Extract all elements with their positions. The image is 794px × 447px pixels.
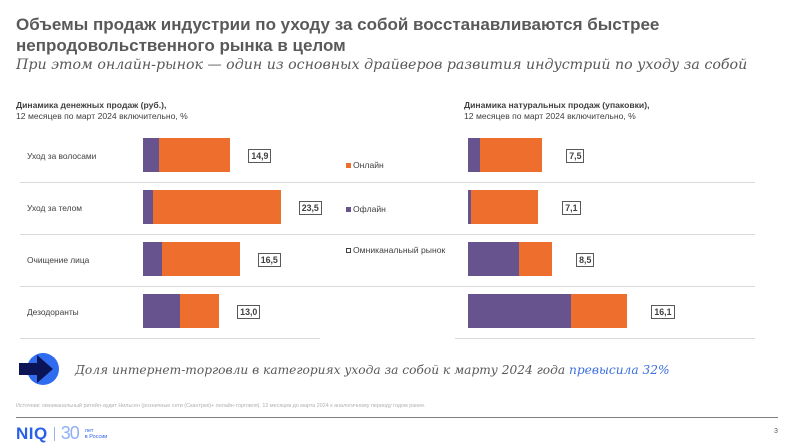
left-row-divider (20, 338, 320, 339)
footer-divider (16, 417, 778, 418)
left-bar-offline-2 (143, 242, 162, 276)
logo-sub-1: лет (84, 427, 94, 434)
left-row-divider (20, 182, 320, 183)
arrow-right-icon (19, 353, 59, 385)
right-bar-offline-3 (468, 294, 571, 328)
right-bar-offline-1 (468, 190, 471, 224)
left-bar-online-2 (161, 242, 240, 276)
left-bar-online-3 (179, 294, 220, 328)
right-bar-online-1 (470, 190, 539, 224)
left-bar-online-1 (152, 190, 281, 224)
right-bar-offline-2 (468, 242, 520, 276)
offline-swatch-icon (346, 207, 351, 212)
callout-highlight: превысила 32% (569, 363, 670, 377)
legend-online-label: Онлайн (353, 160, 384, 170)
source-note: Источник: омниканальный ритейл-аудит Нил… (16, 403, 426, 409)
right-total-label-2: 8,5 (576, 253, 595, 267)
left-total-label-2: 16,5 (257, 253, 281, 267)
right-row-divider (455, 234, 755, 235)
left-row-divider (20, 234, 320, 235)
right-row-divider (455, 286, 755, 287)
category-label: Дезодоранты (27, 307, 79, 317)
title-line-1: Объемы продаж индустрии по уходу за собо… (16, 15, 660, 34)
left-total-label-0: 14,9 (248, 149, 272, 163)
right-total-label-3: 16,1 (651, 305, 675, 319)
right-bar-offline-0 (468, 138, 480, 172)
page-number: 3 (774, 428, 778, 435)
legend-omni-label: Омниканальный рынок (353, 245, 446, 255)
callout-text: Доля интернет-торговли в категориях уход… (75, 363, 670, 377)
left-total-label-3: 13,0 (237, 305, 261, 319)
title-line-2: непродовольственного рынка в целом (16, 36, 346, 55)
right-bar-online-2 (519, 242, 553, 276)
left-chart-title: Динамика денежных продаж (руб.), (16, 100, 167, 110)
slide-subtitle: При этом онлайн-рынок — один из основных… (16, 57, 748, 73)
legend-divider (320, 286, 455, 287)
logo-divider (53, 426, 55, 441)
right-chart-heading: Динамика натуральных продаж (упаковки), … (464, 100, 649, 122)
legend-online: Онлайн (346, 160, 384, 171)
right-bar-online-0 (479, 138, 543, 172)
right-chart-subtitle: 12 месяцев по март 2024 включительно, % (464, 111, 636, 121)
left-bar-offline-3 (143, 294, 180, 328)
callout-main-text: Доля интернет-торговли в категориях уход… (75, 363, 569, 377)
logo-subtext: лет в России (85, 428, 108, 440)
right-total-label-1: 7,1 (562, 201, 581, 215)
logo-sub-2: в России (84, 433, 108, 440)
logo-brand: NIQ (16, 423, 48, 443)
left-chart-heading: Динамика денежных продаж (руб.), 12 меся… (16, 100, 188, 122)
left-bar-offline-0 (143, 138, 159, 172)
right-bar-online-3 (570, 294, 628, 328)
left-chart-subtitle: 12 месяцев по март 2024 включительно, % (16, 111, 188, 121)
legend-divider (320, 182, 455, 183)
category-label: Уход за телом (27, 203, 83, 213)
left-bar-offline-1 (143, 190, 153, 224)
niq-logo: NIQ 30 лет в России (16, 423, 107, 444)
left-row-divider (20, 286, 320, 287)
legend-offline-label: Офлайн (353, 204, 386, 214)
slide-title: Объемы продаж индустрии по уходу за собо… (16, 14, 776, 56)
right-total-label-0: 7,5 (566, 149, 585, 163)
right-row-divider (455, 338, 755, 339)
legend-offline: Офлайн (346, 204, 386, 215)
legend-omni: Омниканальный рынок (346, 245, 446, 256)
omni-swatch-icon (346, 248, 351, 253)
right-row-divider (455, 182, 755, 183)
legend-divider (320, 234, 455, 235)
right-chart-title: Динамика натуральных продаж (упаковки), (464, 100, 650, 110)
left-total-label-1: 23,5 (298, 201, 322, 215)
category-label: Уход за волосами (27, 151, 97, 161)
category-label: Очищение лица (27, 255, 90, 265)
left-bar-online-0 (158, 138, 231, 172)
logo-years: 30 (60, 423, 80, 443)
online-swatch-icon (346, 163, 351, 168)
